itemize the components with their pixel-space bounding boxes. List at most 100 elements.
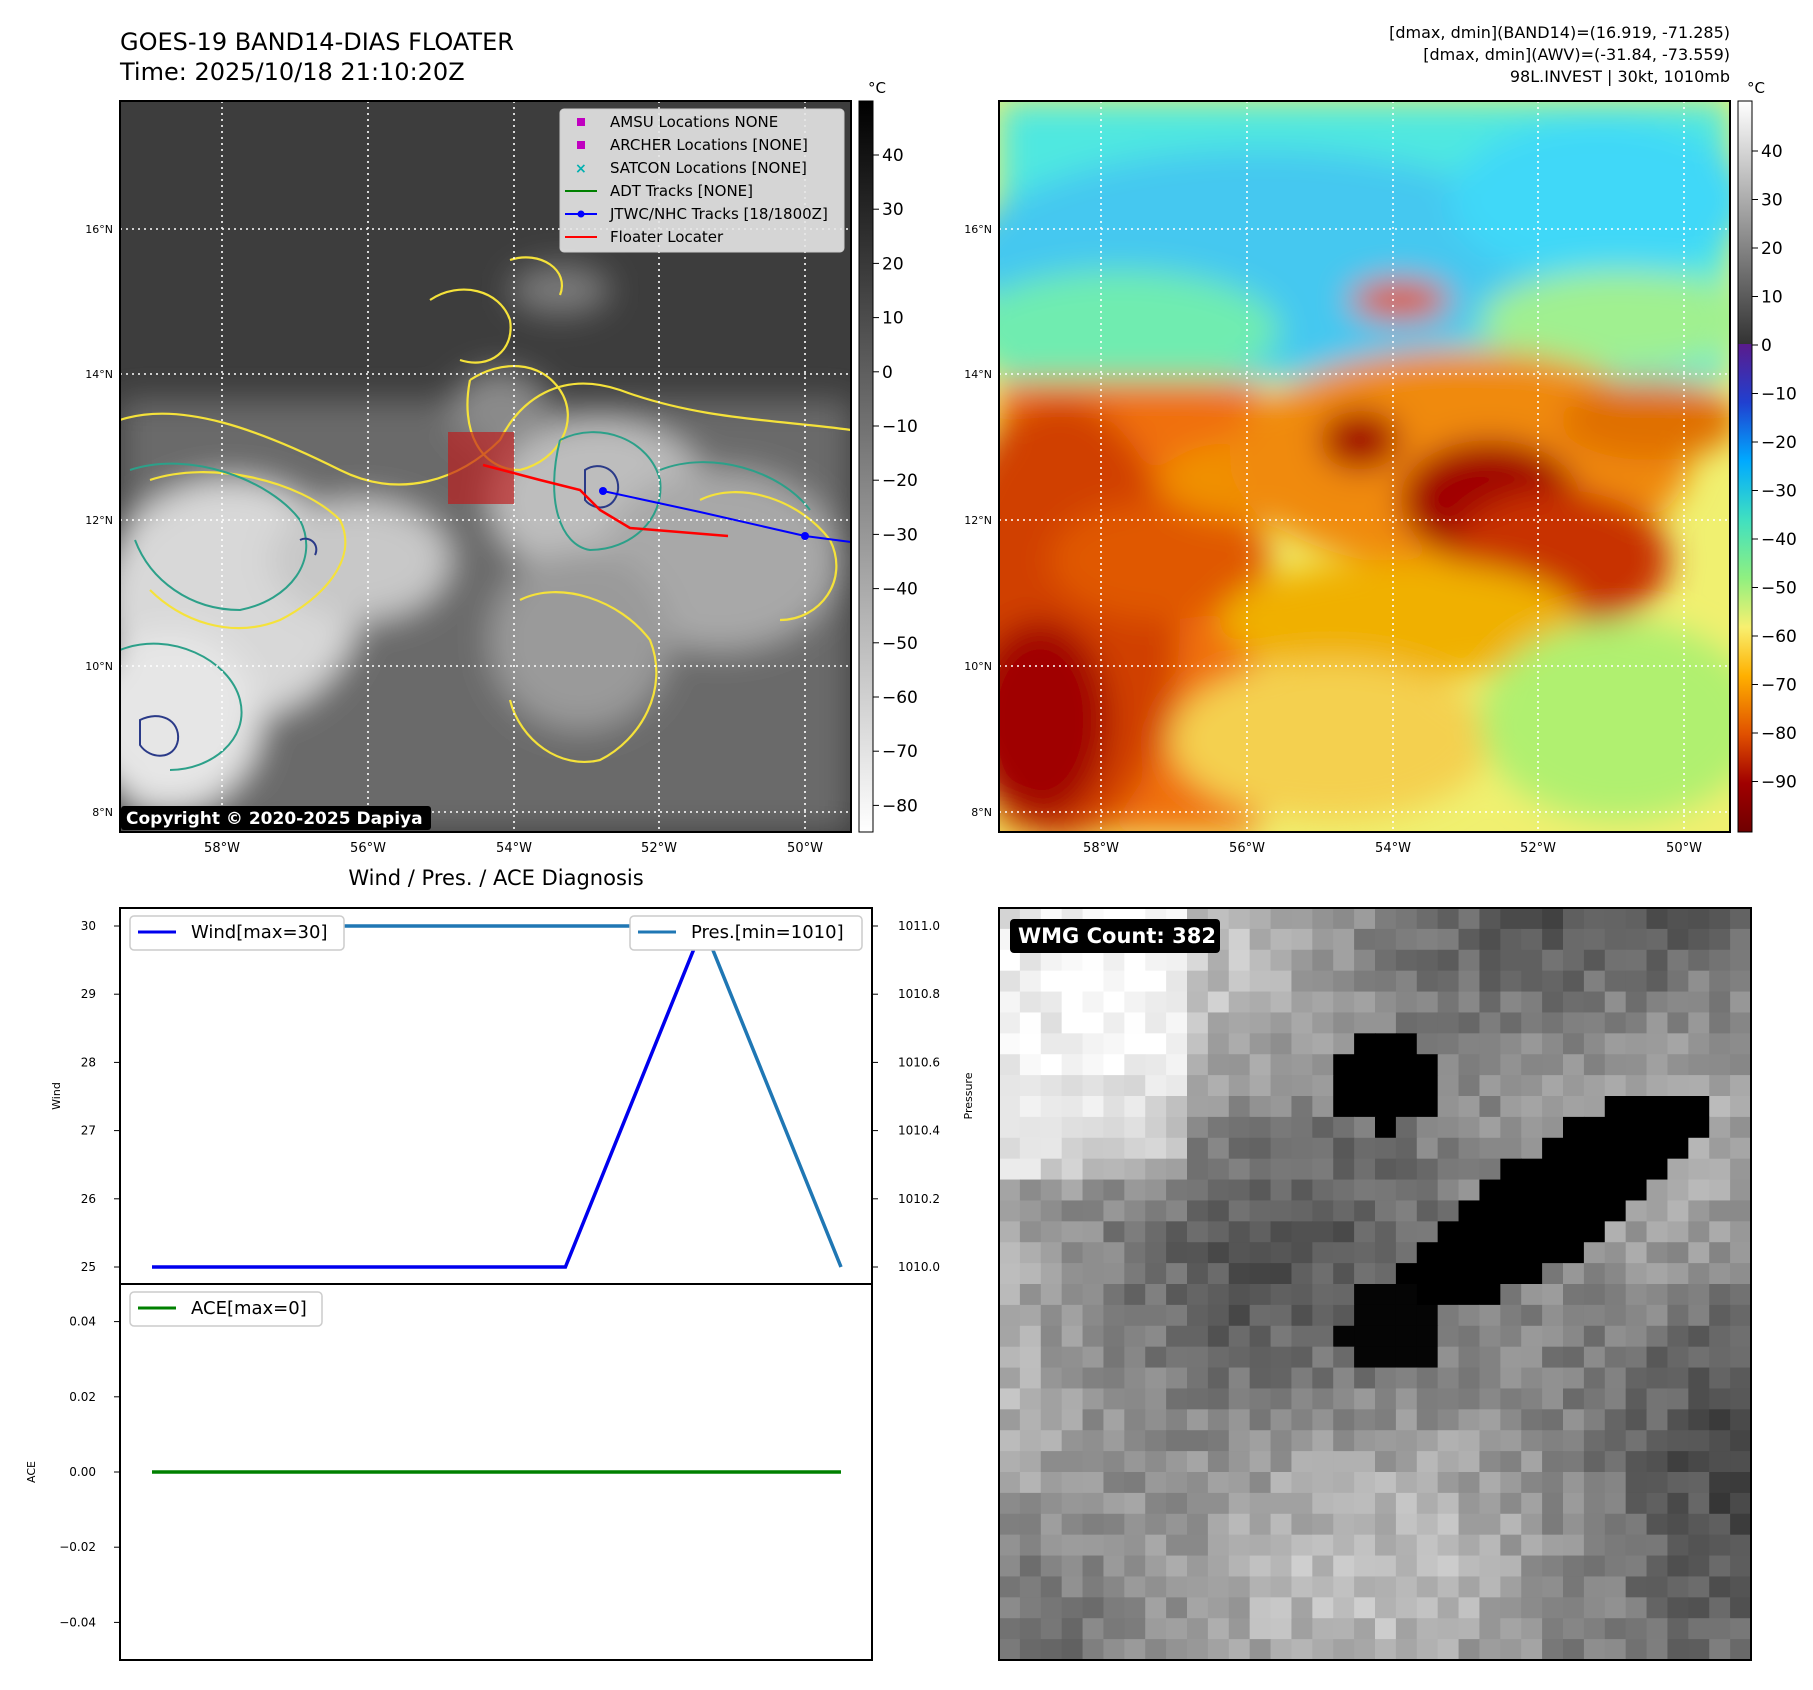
- copyright-text: Copyright © 2020-2025 Dapiya: [126, 809, 423, 829]
- awv-lat-label: 8°N: [971, 806, 992, 819]
- ir-colorbar-tick-label: −70: [882, 742, 918, 762]
- awv-water-vapor-image: [999, 101, 1730, 832]
- awv-colorbar-tick-label: 40: [1761, 142, 1783, 162]
- awv-lon-label: 50°W: [1666, 841, 1702, 856]
- ir-lon-label: 58°W: [204, 841, 240, 856]
- ace-legend-label: ACE[max=0]: [191, 1298, 307, 1319]
- wind-legend: Wind[max=30]: [129, 915, 345, 951]
- ir-lat-label: 10°N: [85, 660, 113, 673]
- jtwc-track-point: [599, 487, 607, 495]
- wmg-panel-frame: [998, 907, 1752, 1661]
- awv-colorbar-tick-label: −50: [1761, 579, 1797, 599]
- awv-colorbar-tick-label: −90: [1761, 773, 1797, 793]
- ir-colorbar-tick-label: −80: [882, 796, 918, 816]
- ir-lon-label: 52°W: [641, 841, 677, 856]
- info-line1: [dmax, dmin](BAND14)=(16.919, -71.285): [1389, 23, 1730, 42]
- ir-colorbar-unit: °C: [868, 79, 886, 97]
- awv-colorbar-tick-label: −70: [1761, 676, 1797, 696]
- ace-axis-tick-label: −0.02: [59, 1540, 96, 1554]
- figure-title-line2: Time: 2025/10/18 21:10:20Z: [119, 58, 465, 86]
- ir-colorbar-tick-label: −40: [882, 580, 918, 600]
- ir-colorbar-tick-label: 20: [882, 254, 904, 274]
- ace-axis-tick-label: 0.00: [69, 1465, 96, 1479]
- awv-colorbar-tick-label: −60: [1761, 627, 1797, 647]
- pressure-legend: Pres.[min=1010]: [629, 915, 863, 951]
- ace-axis-tick-label: −0.04: [59, 1615, 96, 1629]
- awv-panel-frame: [998, 100, 1731, 833]
- ace-plot: 0.04 0.02 0.00 −0.02 −0.04: [59, 1283, 873, 1661]
- pressure-axis-tick-label: 1011.0: [898, 919, 940, 933]
- info-line2: [dmax, dmin](AWV)=(-31.84, -73.559): [1423, 45, 1730, 64]
- ir-lat-label: 12°N: [85, 514, 113, 527]
- pressure-axis-tick-label: 1010.6: [898, 1055, 940, 1069]
- satcon-marker-icon: ×: [575, 161, 587, 177]
- ir-colorbar-tick-label: −50: [882, 634, 918, 654]
- legend-adt: ADT Tracks [NONE]: [610, 182, 753, 200]
- awv-colorbar-tick-label: 0: [1761, 336, 1772, 356]
- floater-track: [482, 463, 729, 538]
- awv-colorbar-tick-label: 10: [1761, 288, 1783, 308]
- figure-title-line1: GOES-19 BAND14-DIAS FLOATER: [120, 28, 514, 56]
- legend-floater: Floater Locater: [610, 228, 724, 246]
- wind-axis-tick-label: 25: [81, 1260, 96, 1274]
- ace-axis-tick-label: 0.02: [69, 1390, 96, 1404]
- wind-axis-tick-label: 30: [81, 919, 96, 933]
- ir-legend: AMSU Locations NONE ARCHER Locations [NO…: [559, 108, 845, 253]
- ir-colorbar-tick-label: −10: [882, 417, 918, 437]
- pressure-axis-tick-label: 1010.0: [898, 1260, 940, 1274]
- ir-lon-label: 50°W: [787, 841, 823, 856]
- awv-colorbar: °C 40 30 20 10 0 −10 −20 −30 −40 −50 −60 −70 −80 −90: [1737, 79, 1797, 833]
- ir-colorbar-tick-label: 30: [882, 200, 904, 220]
- pressure-axis-tick-label: 1010.4: [898, 1124, 940, 1138]
- ir-lon-label: 54°W: [496, 841, 532, 856]
- ir-lat-label: 14°N: [85, 368, 113, 381]
- awv-lon-label: 56°W: [1229, 841, 1265, 856]
- awv-colorbar-unit: °C: [1747, 79, 1765, 97]
- floater-box: [448, 432, 514, 504]
- awv-lat-label: 16°N: [964, 223, 992, 236]
- legend-jtwc: JTWC/NHC Tracks [18/1800Z]: [609, 205, 828, 223]
- awv-lon-label: 58°W: [1083, 841, 1119, 856]
- ace-axis-label: ACE: [25, 1461, 38, 1483]
- pressure-axis-label: Pressure: [962, 1072, 975, 1119]
- wmg-count-box: [1010, 919, 1220, 953]
- archer-marker-icon: [577, 141, 585, 149]
- legend-amsu: AMSU Locations NONE: [610, 113, 778, 131]
- awv-colorbar-tick-label: −40: [1761, 530, 1797, 550]
- wind-pressure-plot: 25 26 27 28 29 30 1010.0 1010.2 1010.4 1010.6 1010…: [81, 907, 940, 1285]
- ir-colorbar-tick-label: −30: [882, 525, 918, 545]
- copyright-box: [121, 806, 431, 830]
- pressure-legend-label: Pres.[min=1010]: [691, 922, 844, 943]
- awv-lon-label: 54°W: [1375, 841, 1411, 856]
- legend-archer: ARCHER Locations [NONE]: [610, 136, 808, 154]
- wind-legend-label: Wind[max=30]: [191, 922, 328, 943]
- ir-colorbar-tick-label: 40: [882, 146, 904, 166]
- pressure-axis-tick-label: 1010.8: [898, 987, 940, 1001]
- awv-colorbar-tick-label: −10: [1761, 385, 1797, 405]
- ir-panel-frame: [119, 100, 852, 833]
- wind-axis-tick-label: 29: [81, 987, 96, 1001]
- ir-colorbar-tick-label: −60: [882, 688, 918, 708]
- awv-colorbar-tick-label: −20: [1761, 433, 1797, 453]
- wmg-image: [999, 908, 1751, 1660]
- ir-lon-label: 56°W: [350, 841, 386, 856]
- ace-axis-tick-label: 0.04: [69, 1315, 96, 1329]
- awv-lat-label: 10°N: [964, 660, 992, 673]
- awv-colorbar-tick-label: −80: [1761, 724, 1797, 744]
- awv-colorbar-tick-label: 30: [1761, 191, 1783, 211]
- ace-legend: ACE[max=0]: [129, 1291, 323, 1327]
- wind-axis-tick-label: 28: [81, 1055, 96, 1069]
- diagnosis-title: Wind / Pres. / ACE Diagnosis: [348, 866, 643, 890]
- awv-lat-label: 12°N: [964, 514, 992, 527]
- jtwc-track-point: [801, 532, 809, 540]
- ir-lat-label: 16°N: [85, 223, 113, 236]
- awv-colorbar-tick-label: 20: [1761, 239, 1783, 259]
- awv-colorbar-tick-label: −30: [1761, 482, 1797, 502]
- awv-lon-label: 52°W: [1520, 841, 1556, 856]
- ir-colorbar: °C 40 30 20 10 0 −10 −20 −30 −40 −50 −60 −70 −80: [858, 79, 918, 833]
- pressure-axis-tick-label: 1010.2: [898, 1192, 940, 1206]
- wind-axis-label: Wind: [50, 1082, 63, 1110]
- amsu-marker-icon: [577, 118, 585, 126]
- legend-satcon: SATCON Locations [NONE]: [610, 159, 807, 177]
